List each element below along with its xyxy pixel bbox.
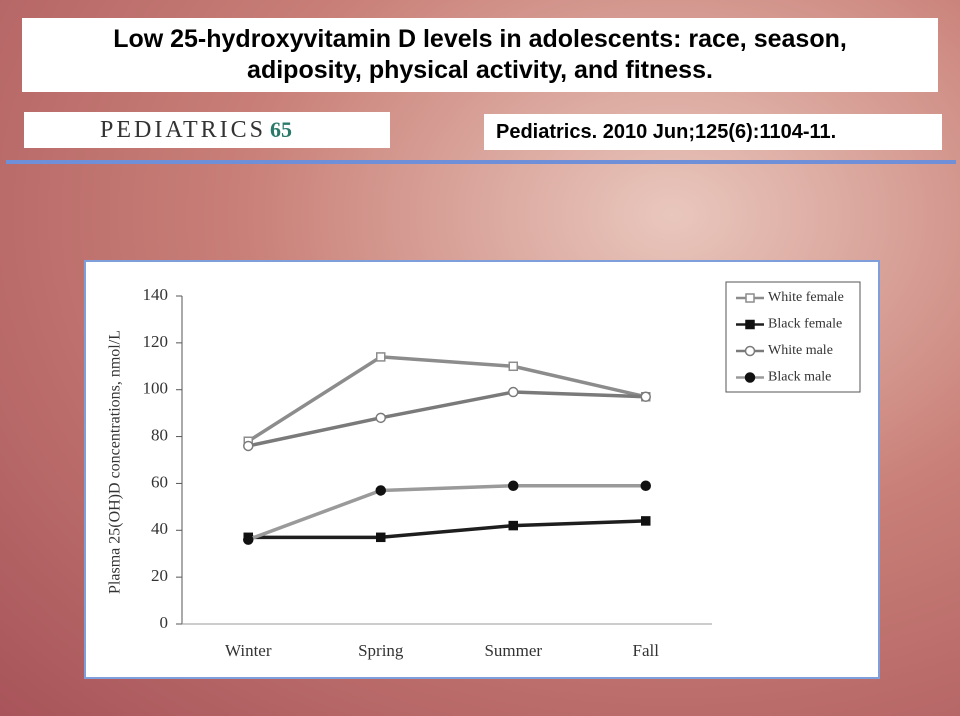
y-tick-label: 100 (143, 379, 169, 398)
y-tick-label: 20 (151, 566, 168, 585)
x-tick-label: Fall (633, 641, 660, 660)
chart-frame: Plasma 25(OH)D concentrations, nmol/L 0 2… (84, 260, 880, 679)
marker (243, 440, 254, 452)
marker (243, 534, 254, 545)
citation: Pediatrics. 2010 Jun;125(6):1104-11. (484, 114, 942, 150)
legend-marker (745, 319, 755, 330)
y-tick-label: 40 (151, 519, 168, 538)
divider (6, 160, 956, 164)
legend-marker (744, 345, 756, 357)
marker (376, 352, 386, 362)
y-tick-label: 0 (160, 613, 169, 632)
title-box: Low 25-hydroxyvitamin D levels in adoles… (22, 18, 938, 92)
legend-marker (745, 293, 755, 303)
series-line (247, 484, 646, 542)
chart: Plasma 25(OH)D concentrations, nmol/L 0 2… (107, 281, 861, 660)
marker (640, 391, 651, 402)
series-line (247, 390, 646, 448)
marker (640, 480, 651, 492)
y-tick-label: 60 (151, 472, 168, 491)
title: Low 25-hydroxyvitamin D levels in adoles… (113, 25, 847, 84)
y-tick-label: 120 (143, 332, 169, 351)
marker (376, 532, 386, 543)
marker (508, 520, 518, 531)
legend-label: Black male (768, 370, 831, 385)
legend-label: White male (768, 343, 833, 358)
y-tick-label: 80 (151, 425, 168, 444)
marker (375, 485, 386, 496)
marker (375, 412, 386, 424)
marker (508, 361, 518, 372)
series-line (248, 519, 646, 540)
x-tick-label: Spring (358, 641, 404, 660)
marker (641, 516, 651, 526)
legend-marker (744, 372, 756, 383)
x-tick-label: Summer (484, 641, 542, 660)
logo-name: PEDIATRICS (100, 117, 267, 143)
x-tick-label: Winter (225, 641, 272, 660)
logo: PEDIATRICS 65 (24, 112, 390, 148)
marker (508, 480, 519, 492)
legend-label: Black female (768, 317, 842, 332)
marker (508, 386, 519, 398)
y-tick-label: 140 (143, 285, 169, 304)
series-line (247, 355, 647, 443)
logo-mark: 65 (270, 117, 293, 142)
y-axis-label: Plasma 25(OH)D concentrations, nmol/L (107, 330, 124, 594)
legend-label: White female (768, 290, 844, 305)
